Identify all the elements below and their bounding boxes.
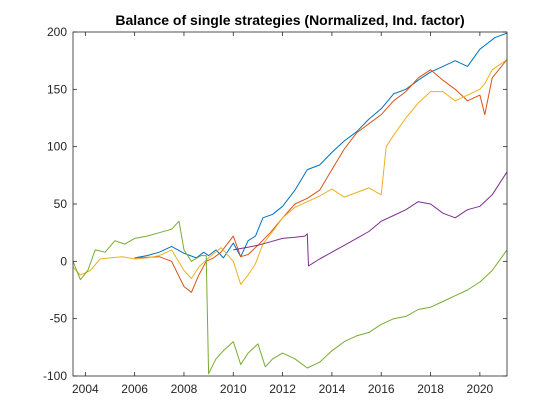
x-tick-label: 2004 bbox=[72, 382, 99, 396]
chart-title: Balance of single strategies (Normalized… bbox=[115, 12, 464, 28]
x-tick-label: 2016 bbox=[368, 382, 395, 396]
y-axis: -100 -50 0 50 100 150 200 bbox=[43, 25, 507, 383]
x-axis: 2004 2006 2008 2010 2012 2014 2016 2018 2020 bbox=[72, 32, 494, 396]
x-tick-label: 2014 bbox=[319, 382, 346, 396]
series-line-2 bbox=[134, 59, 507, 293]
x-tick-label: 2020 bbox=[467, 382, 494, 396]
series-layer bbox=[73, 32, 507, 375]
y-tick-label: -50 bbox=[50, 312, 68, 326]
y-tick-label: 150 bbox=[47, 82, 67, 96]
series-line-1 bbox=[134, 32, 507, 259]
series-line-5 bbox=[73, 220, 507, 375]
series-line-4 bbox=[233, 171, 507, 267]
y-tick-label: 50 bbox=[54, 197, 68, 211]
x-tick-label: 2018 bbox=[417, 382, 444, 396]
y-tick-label: -100 bbox=[43, 369, 67, 383]
y-tick-label: 200 bbox=[47, 25, 67, 39]
x-tick-label: 2010 bbox=[220, 382, 247, 396]
x-tick-label: 2006 bbox=[121, 382, 148, 396]
plot-area-frame bbox=[72, 31, 508, 377]
y-tick-label: 0 bbox=[60, 254, 67, 268]
x-tick-label: 2008 bbox=[171, 382, 198, 396]
x-tick-label: 2012 bbox=[269, 382, 296, 396]
series-line-3 bbox=[73, 59, 507, 285]
y-tick-label: 100 bbox=[47, 140, 67, 154]
